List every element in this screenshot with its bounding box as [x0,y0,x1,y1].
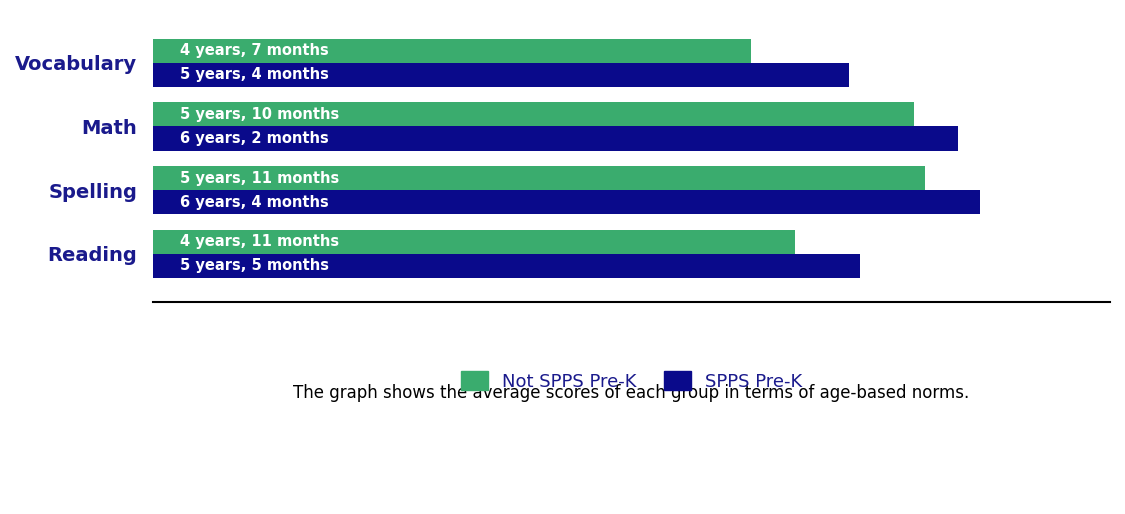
Bar [153,63,849,87]
Text: 4 years, 11 months: 4 years, 11 months [180,234,340,249]
Text: 4 years, 7 months: 4 years, 7 months [180,43,328,58]
Bar [153,39,752,63]
Text: 6 years, 4 months: 6 years, 4 months [180,195,328,210]
Text: 5 years, 10 months: 5 years, 10 months [180,107,340,122]
Bar [153,254,860,278]
Text: 5 years, 4 months: 5 years, 4 months [180,67,330,82]
Bar [153,126,957,151]
Text: 5 years, 5 months: 5 years, 5 months [180,259,330,273]
Bar [153,166,925,190]
Text: The graph shows the average scores of each group in terms of age-based norms.: The graph shows the average scores of ea… [294,384,970,402]
Bar [153,230,794,254]
Legend: Not SPPS Pre-K, SPPS Pre-K: Not SPPS Pre-K, SPPS Pre-K [451,362,811,400]
Text: 5 years, 11 months: 5 years, 11 months [180,171,340,186]
Text: 6 years, 2 months: 6 years, 2 months [180,131,328,146]
Bar [153,102,915,126]
Bar [153,190,980,214]
